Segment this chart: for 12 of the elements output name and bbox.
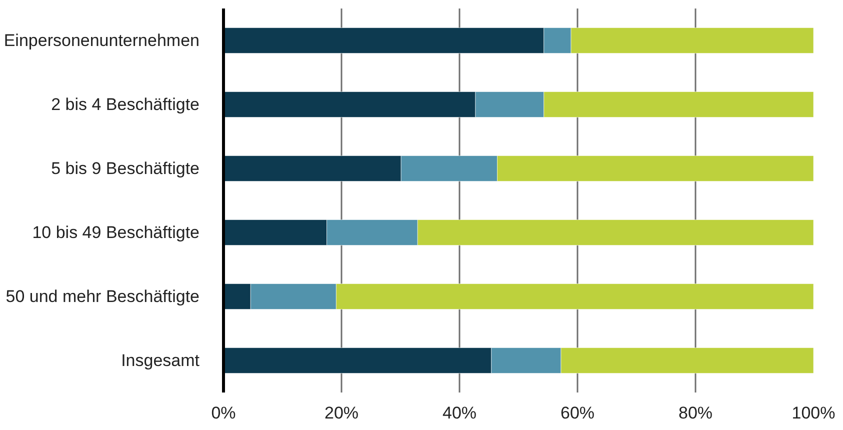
y-tick-label: 5 bis 9 Beschäftigte <box>51 159 200 178</box>
x-tick-label: 100% <box>792 404 836 422</box>
y-tick-label: Einpersonenunternehmen <box>4 31 200 50</box>
x-tick-label: 80% <box>678 404 713 422</box>
x-tick-label: 60% <box>560 404 595 422</box>
x-tick-label: 40% <box>442 404 477 422</box>
y-tick-label: 10 bis 49 Beschäftigte <box>32 223 200 242</box>
x-tick-label: 20% <box>324 404 359 422</box>
y-tick-label: Insgesamt <box>121 351 200 370</box>
y-tick-label: 2 bis 4 Beschäftigte <box>51 95 200 114</box>
x-tick-label: 0% <box>211 404 236 422</box>
y-tick-label: 50 und mehr Beschäftigte <box>6 287 200 306</box>
